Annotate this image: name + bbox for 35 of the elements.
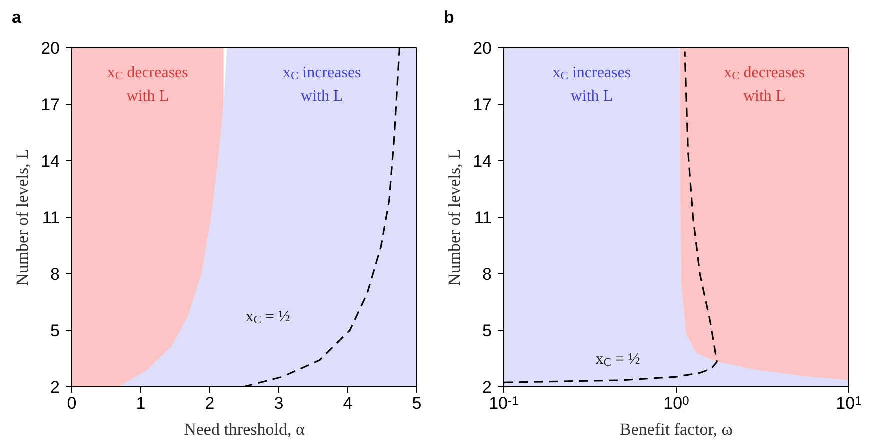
- x-tick-label: 10$^{0}$: [664, 394, 690, 413]
- y-axis-title: Number of levels, L: [13, 149, 32, 286]
- y-tick-label: 17: [41, 96, 60, 114]
- y-tick-label: 20: [473, 39, 492, 58]
- y-axis-title: Number of levels, L: [445, 149, 464, 286]
- series-label: x$_{C}$ decreases with L: [724, 64, 806, 105]
- x-tick-label: 3: [274, 394, 284, 413]
- annotation: x$_{C}$ = ½: [246, 308, 290, 326]
- y-tick-label: 11: [42, 208, 60, 228]
- series-label: x$_{C}$ decreases with L: [107, 64, 188, 105]
- chart-title: a: [12, 8, 22, 28]
- y-tick-label: 8: [482, 265, 492, 284]
- series-label: x$_{C}$ increases with L: [552, 64, 632, 105]
- annotation: x$_{C}$ = ½: [596, 350, 640, 369]
- y-tick-label: 17: [473, 96, 492, 114]
- series-label: x$_{C}$ increases with L: [282, 64, 362, 105]
- y-tick-label: 2: [50, 378, 60, 397]
- y-tick-label: 20: [41, 39, 60, 58]
- x-tick-label: 10$^{1}$: [836, 394, 862, 413]
- x-tick-label: 4: [343, 394, 353, 413]
- x-axis-title: Need threshold, α: [184, 420, 305, 439]
- x-tick-label: 5: [412, 394, 422, 413]
- x-tick-label: 1: [136, 394, 146, 413]
- y-tick-label: 11: [474, 208, 492, 228]
- y-tick-label: 14: [473, 152, 492, 171]
- y-tick-label: 5: [50, 322, 60, 340]
- y-tick-label: 14: [41, 152, 60, 171]
- y-tick-label: 5: [482, 322, 492, 340]
- x-tick-label: 0: [67, 394, 77, 413]
- x-axis-title: Benefit factor, ω: [620, 420, 733, 439]
- chart-title: b: [444, 8, 454, 28]
- x-tick-label: 10$^{-1}$: [489, 394, 520, 413]
- x-tick-label: 2: [205, 394, 215, 413]
- y-tick-label: 8: [50, 265, 60, 284]
- y-tick-label: 2: [482, 378, 492, 397]
